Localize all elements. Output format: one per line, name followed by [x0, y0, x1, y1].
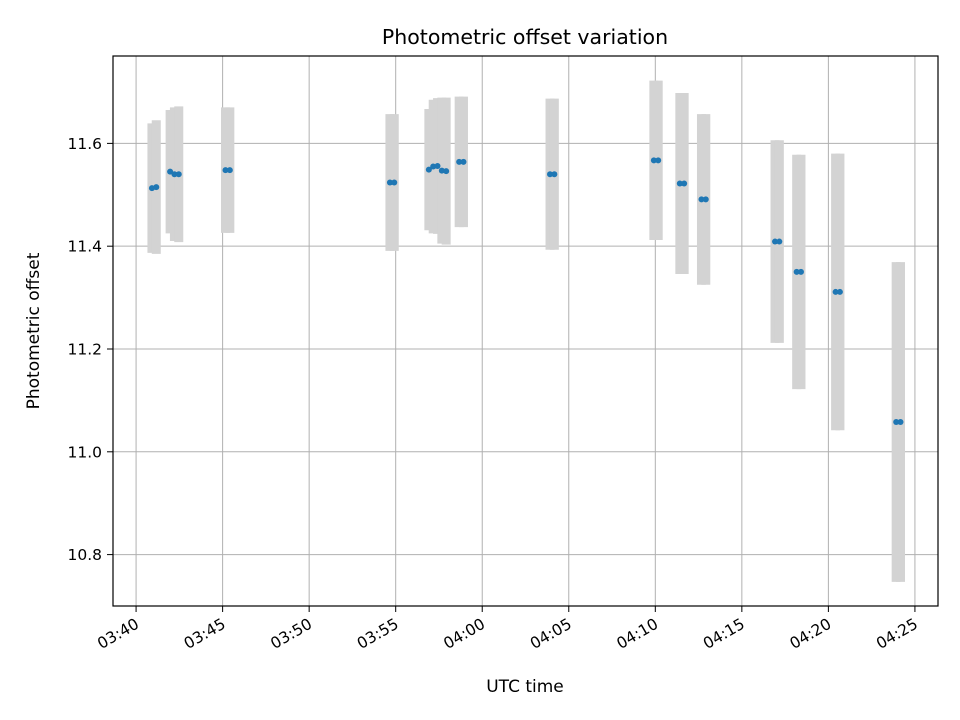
data-point [681, 180, 688, 187]
chart-title: Photometric offset variation [382, 25, 668, 49]
data-point [893, 418, 900, 425]
data-point [655, 157, 662, 164]
data-point [171, 171, 178, 178]
y-tick-label: 11.0 [67, 443, 102, 461]
y-tick-label: 10.8 [67, 546, 102, 564]
data-point [547, 171, 554, 178]
data-point [425, 166, 432, 173]
data-point [836, 288, 843, 295]
data-point [153, 184, 160, 191]
data-point [391, 179, 398, 186]
plot-frame [112, 55, 939, 607]
data-point [434, 163, 441, 169]
y-tick-label: 11.4 [67, 238, 102, 256]
data-point [702, 196, 709, 203]
data-point [797, 268, 804, 275]
data-point [650, 157, 657, 164]
data-point [443, 168, 450, 175]
data-point [832, 288, 839, 295]
y-axis-ticks: 10.8 11.0 11.2 11.4 11.6 [67, 135, 113, 564]
data-point [897, 418, 904, 425]
y-tick-label: 11.6 [67, 135, 102, 153]
data-point [793, 268, 800, 275]
data-point [776, 238, 783, 245]
y-tick-label: 11.2 [67, 340, 102, 358]
data-point [460, 158, 467, 165]
y-axis-label: Photometric offset [24, 252, 44, 409]
data-point [551, 171, 558, 178]
data-point [772, 238, 779, 245]
x-axis-label: UTC time [486, 677, 564, 697]
data-point [386, 179, 393, 186]
data-point [676, 180, 683, 187]
data-point [167, 168, 174, 175]
data-point [698, 196, 705, 203]
data-point [222, 167, 229, 174]
data-point [226, 167, 233, 174]
data-point [175, 171, 182, 178]
data-points [148, 157, 904, 425]
data-point [456, 158, 463, 165]
